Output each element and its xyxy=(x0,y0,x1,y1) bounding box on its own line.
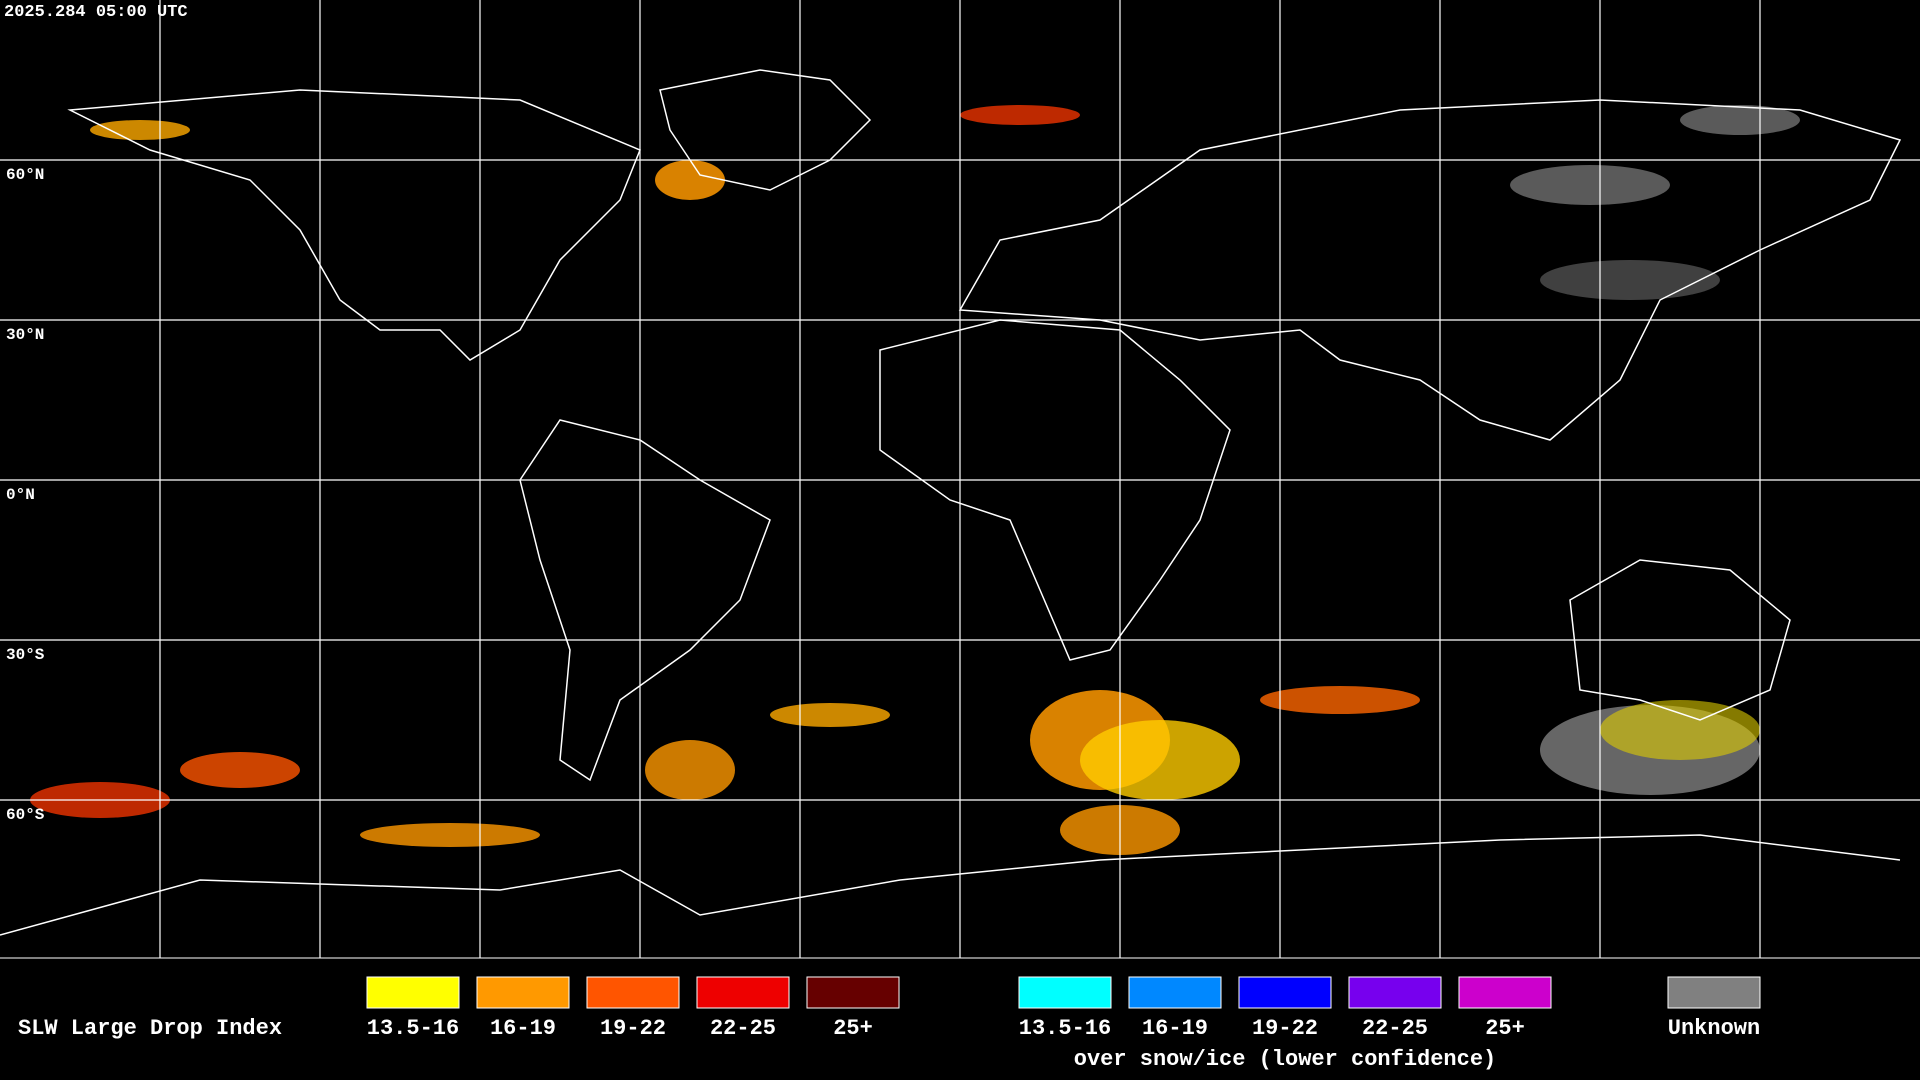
patch xyxy=(90,120,190,140)
legend-label: 19-22 xyxy=(1252,1016,1318,1041)
patch xyxy=(1600,700,1760,760)
legend-swatch xyxy=(366,976,460,1009)
legend-label: 16-19 xyxy=(1142,1016,1208,1041)
legend-label: 25+ xyxy=(1485,1016,1525,1041)
legend-label: 25+ xyxy=(833,1016,873,1041)
legend-swatch xyxy=(806,976,900,1009)
legend-label: Unknown xyxy=(1668,1016,1760,1041)
coastline xyxy=(958,99,1902,441)
patch xyxy=(960,105,1080,125)
legend-swatch xyxy=(1667,976,1761,1009)
legend-swatch xyxy=(696,976,790,1009)
coastline xyxy=(67,89,641,361)
legend-swatch xyxy=(476,976,570,1009)
lat-label: 60°N xyxy=(6,166,44,184)
legend-swatch xyxy=(1458,976,1552,1009)
legend-label: 13.5-16 xyxy=(367,1016,459,1041)
legend-label: 13.5-16 xyxy=(1019,1016,1111,1041)
timestamp: 2025.284 05:00 UTC xyxy=(4,3,188,22)
graticule xyxy=(0,0,1920,958)
patch xyxy=(1260,686,1420,714)
patch xyxy=(1510,165,1670,205)
legend-label: 16-19 xyxy=(490,1016,556,1041)
legend-swatch xyxy=(1128,976,1222,1009)
lat-label: 60°S xyxy=(6,806,45,824)
lat-label: 30°S xyxy=(6,646,45,664)
legend-label: 19-22 xyxy=(600,1016,666,1041)
legend-caption: over snow/ice (lower confidence) xyxy=(1074,1047,1496,1072)
patch xyxy=(645,740,735,800)
coastline xyxy=(0,834,1901,936)
patch xyxy=(1540,260,1720,300)
legend-label: 22-25 xyxy=(710,1016,776,1041)
legend-title: SLW Large Drop Index xyxy=(18,1016,282,1041)
lat-label: 0°N xyxy=(6,486,35,504)
patch xyxy=(770,703,890,727)
lat-label: 30°N xyxy=(6,326,44,344)
legend-swatch xyxy=(1238,976,1332,1009)
legend-swatch xyxy=(1018,976,1112,1009)
patch xyxy=(360,823,540,847)
legend-label: 22-25 xyxy=(1362,1016,1428,1041)
patch xyxy=(655,160,725,200)
patch xyxy=(1680,105,1800,135)
patch xyxy=(1080,720,1240,800)
patch xyxy=(180,752,300,788)
legend-swatch xyxy=(586,976,680,1009)
legend-swatch xyxy=(1348,976,1442,1009)
